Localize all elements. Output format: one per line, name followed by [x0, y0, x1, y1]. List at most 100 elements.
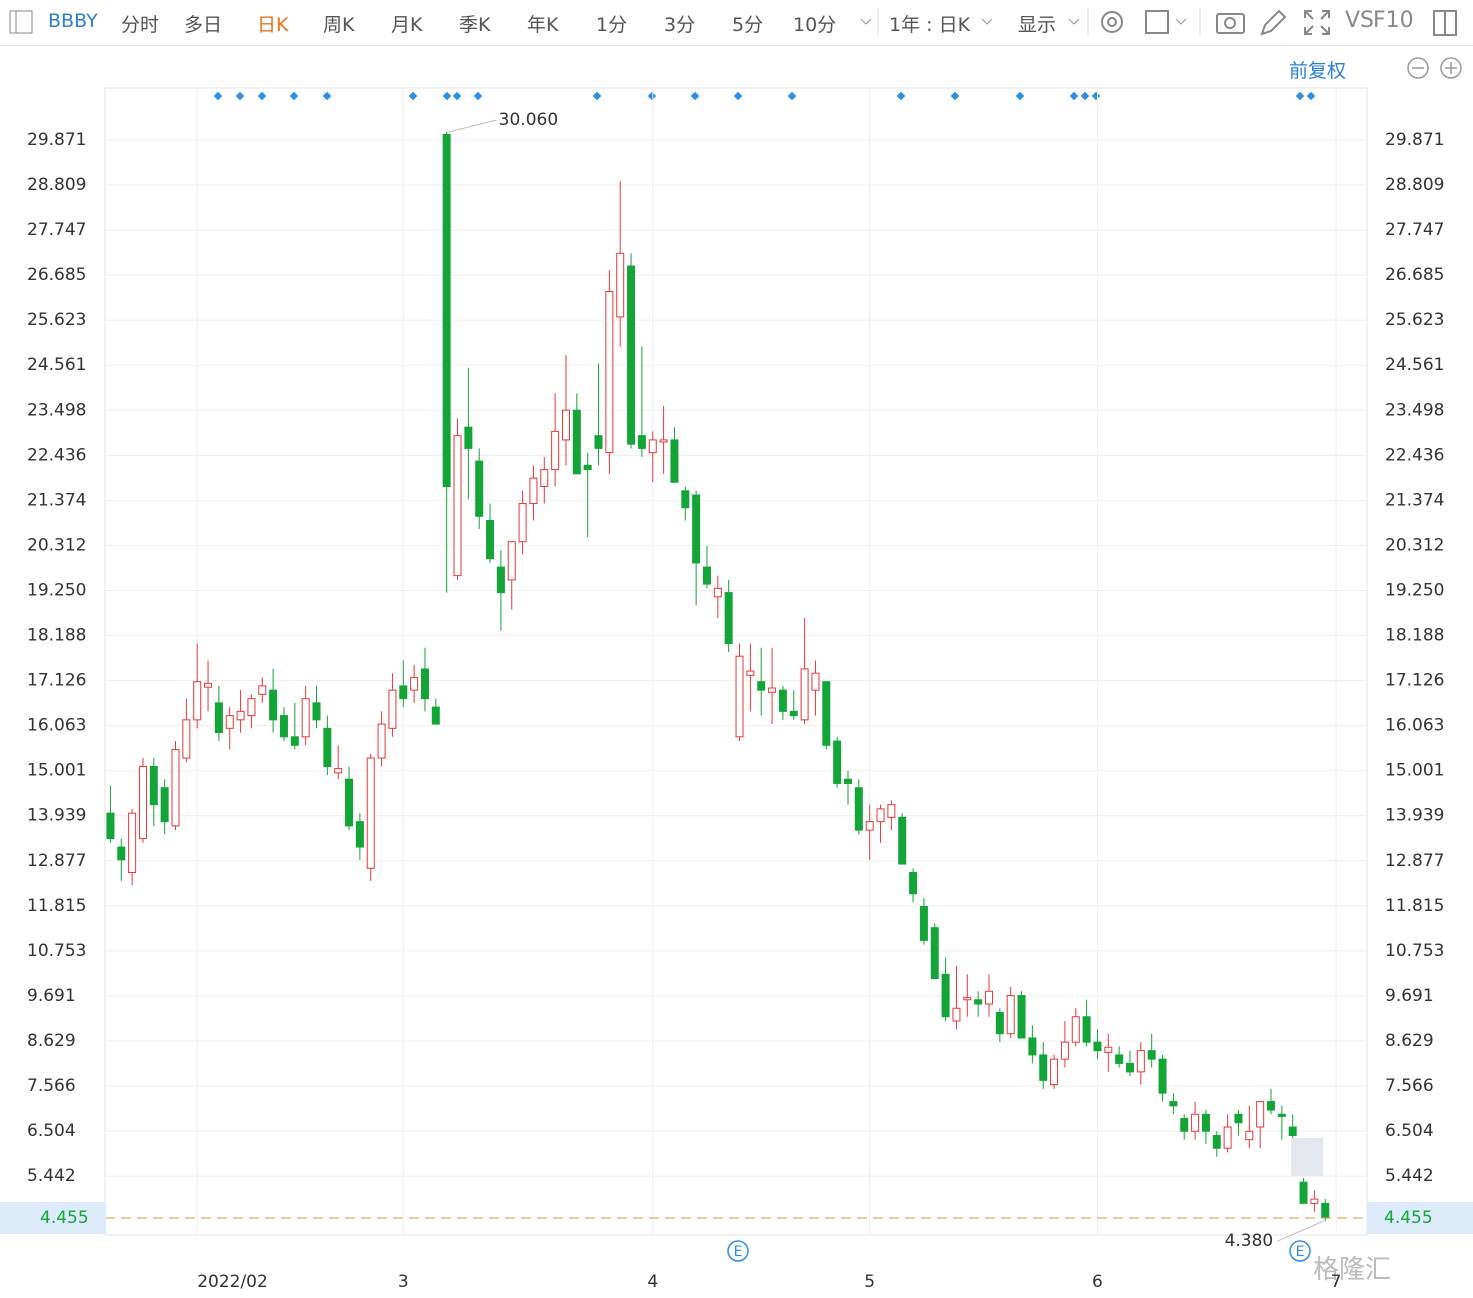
- candle-body: [670, 439, 679, 483]
- candle-body: [1223, 1126, 1232, 1149]
- period-tab[interactable]: 年K: [527, 14, 559, 36]
- candle-body: [681, 490, 690, 509]
- display[interactable]: 显示: [1018, 14, 1057, 36]
- x-tick-label: 4: [647, 1272, 658, 1292]
- candle-body: [713, 587, 722, 598]
- candle-body: [366, 757, 375, 869]
- screenshot[interactable]: [1216, 13, 1245, 34]
- candle-body: [464, 426, 473, 449]
- candle-body: [431, 706, 440, 725]
- sidebar-toggle[interactable]: [9, 10, 33, 34]
- period-tab[interactable]: 5分: [732, 14, 764, 36]
- event-dot: [950, 91, 960, 101]
- period-tab[interactable]: 周K: [323, 14, 355, 36]
- candle-body: [1169, 1101, 1178, 1107]
- candle-body: [1060, 1041, 1069, 1060]
- layout[interactable]: [1145, 10, 1169, 34]
- y-tick-label: 9.691: [27, 986, 76, 1006]
- y-tick-label-right: 22.436: [1385, 445, 1444, 465]
- y-tick-label: 12.877: [27, 851, 86, 871]
- candle-body: [1288, 1126, 1297, 1136]
- candle-body: [410, 676, 419, 691]
- candle-body: [963, 997, 972, 1001]
- event-dot: [1091, 91, 1101, 101]
- candle-body: [193, 681, 202, 721]
- period-tab[interactable]: 3分: [664, 14, 696, 36]
- event-dot: [442, 91, 452, 101]
- event-dot: [896, 91, 906, 101]
- candle-body: [388, 689, 397, 729]
- candle-body: [1093, 1041, 1102, 1052]
- candle-body: [572, 409, 581, 475]
- period-tab[interactable]: 10分: [793, 14, 837, 36]
- y-tick-label: 21.374: [27, 490, 86, 510]
- max-leader: [448, 119, 497, 133]
- period-tab[interactable]: 分时: [121, 14, 160, 36]
- y-tick-label: 19.250: [27, 580, 86, 600]
- draw[interactable]: [1260, 9, 1287, 36]
- candle-body: [789, 710, 798, 717]
- candle-body: [605, 290, 614, 454]
- event-dot: [473, 91, 483, 101]
- last-price-box: [0, 1201, 106, 1234]
- y-tick-label: 24.561: [27, 355, 86, 375]
- y-tick-label-right: 5.442: [1385, 1166, 1434, 1186]
- candle-body: [887, 804, 896, 818]
- period-tab[interactable]: 1分: [596, 14, 628, 36]
- y-tick-label-right: 28.809: [1385, 175, 1444, 195]
- last-price-label: 4.455: [1384, 1208, 1433, 1228]
- y-tick-label: 13.939: [27, 806, 86, 826]
- period-tab[interactable]: 日K: [257, 14, 289, 36]
- candle-body: [301, 698, 310, 738]
- y-tick-label-right: 20.312: [1385, 535, 1444, 555]
- y-tick-label-right: 11.815: [1385, 896, 1444, 916]
- candle-body: [518, 503, 527, 543]
- candle-body: [138, 765, 147, 840]
- period-tab[interactable]: 多日: [184, 14, 223, 36]
- f10[interactable]: F10: [1373, 8, 1414, 33]
- candle-body: [735, 655, 744, 738]
- adjust[interactable]: 前复权: [1289, 60, 1347, 82]
- event-icon-label: E: [1296, 1244, 1305, 1260]
- candle-body: [930, 927, 939, 980]
- x-tick-label: 3: [398, 1272, 409, 1292]
- y-tick-label: 16.063: [27, 716, 86, 736]
- candle-body: [1050, 1058, 1059, 1086]
- candle-body: [583, 464, 592, 471]
- candle-body: [1115, 1054, 1124, 1064]
- y-tick-label-right: 18.188: [1385, 626, 1444, 646]
- zoom-in[interactable]: [1440, 57, 1462, 79]
- candle-body: [561, 409, 570, 441]
- event-dot: [289, 91, 299, 101]
- fullscreen[interactable]: [1304, 10, 1330, 35]
- candle-body: [540, 469, 549, 488]
- symbol[interactable]: BBBY: [48, 10, 98, 32]
- range[interactable]: 1年 : 日K: [889, 14, 971, 36]
- period-tab[interactable]: 月K: [391, 14, 423, 36]
- candle-body: [453, 435, 462, 577]
- vs[interactable]: VS: [1345, 8, 1375, 33]
- candle-body: [822, 681, 831, 746]
- candle-body: [269, 689, 278, 721]
- event-dot: [408, 91, 418, 101]
- candle-body: [1267, 1101, 1276, 1111]
- x-tick-label: 7: [1331, 1272, 1342, 1292]
- candle-body: [442, 134, 451, 488]
- event-icon: [1289, 1240, 1311, 1262]
- selection-shade: [1291, 1138, 1323, 1176]
- candle-body: [1071, 1016, 1080, 1043]
- y-tick-label: 10.753: [27, 941, 86, 961]
- zoom-out[interactable]: [1407, 57, 1429, 79]
- settings[interactable]: [1101, 11, 1123, 33]
- candle-body: [616, 252, 625, 318]
- y-tick-label-right: 24.561: [1385, 355, 1444, 375]
- candle-body: [898, 816, 907, 865]
- y-tick-label: 27.747: [27, 220, 86, 240]
- y-tick-label-right: 25.623: [1385, 310, 1444, 330]
- candle-body: [941, 973, 950, 1018]
- x-tick-label: 2022/02: [197, 1272, 268, 1292]
- period-tab[interactable]: 季K: [459, 14, 491, 36]
- y-tick-label-right: 17.126: [1385, 671, 1444, 691]
- candle-body: [811, 672, 820, 691]
- event-dot: [1080, 91, 1090, 101]
